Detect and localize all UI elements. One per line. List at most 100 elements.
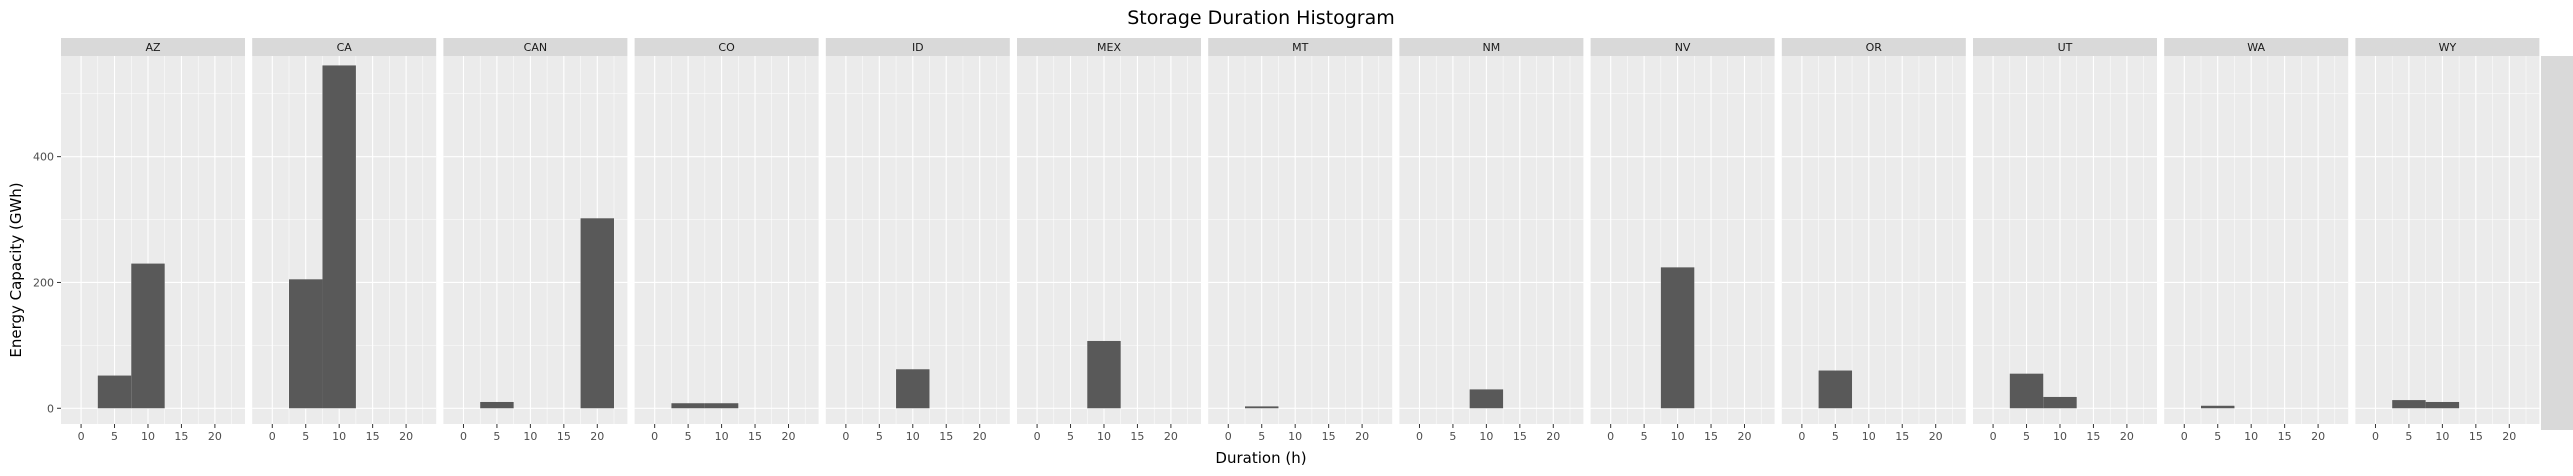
histogram-bar <box>1818 370 1853 409</box>
x-tick-label: 15 <box>1895 430 1909 443</box>
facet-strip-label: NV <box>1675 41 1691 54</box>
panel-background <box>2355 56 2540 424</box>
x-tick-label: 15 <box>748 430 762 443</box>
facet-strip-label: WY <box>2439 41 2457 54</box>
facet-strip <box>2355 38 2540 56</box>
y-tick-label: 200 <box>33 276 54 289</box>
x-tick-label: 20 <box>1929 430 1943 443</box>
x-tick-label: 10 <box>523 430 537 443</box>
x-tick-label: 10 <box>715 430 729 443</box>
histogram-bar <box>671 403 705 409</box>
facet-panel-wy: WY 0 5 10 15 20 <box>2355 38 2540 443</box>
facet-panel-can: CAN 0 5 10 15 20 <box>443 38 628 443</box>
x-tick-label: 5 <box>2405 430 2412 443</box>
x-tick-label: 0 <box>842 430 849 443</box>
x-tick-label: 10 <box>141 430 155 443</box>
x-tick-label: 20 <box>973 430 987 443</box>
x-tick-label: 15 <box>1513 430 1527 443</box>
facet-strip <box>1017 38 1201 56</box>
x-tick-label: 10 <box>1671 430 1685 443</box>
histogram-bar <box>131 263 165 409</box>
x-tick-label: 10 <box>906 430 920 443</box>
facet-panel-nv: NV 0 5 10 15 20 <box>1590 38 1775 443</box>
x-tick-label: 0 <box>1034 430 1041 443</box>
x-tick-label: 20 <box>208 430 222 443</box>
facet-strip-label: CO <box>718 41 735 54</box>
histogram-bar <box>2392 400 2426 409</box>
panel-background <box>1399 56 1584 424</box>
facet-panel-az: AZ 0 5 10 15 20 <box>61 38 245 443</box>
x-tick-label: 20 <box>1737 430 1751 443</box>
histogram-bar <box>1660 267 1695 409</box>
facet-strip <box>443 38 628 56</box>
histogram-bar <box>704 403 739 409</box>
histogram-bar <box>1245 406 1279 409</box>
x-tick-label: 15 <box>1130 430 1144 443</box>
facet-panel-ut: UT 0 5 10 15 20 <box>1973 38 2157 443</box>
x-tick-label: 0 <box>651 430 658 443</box>
x-tick-label: 0 <box>1798 430 1805 443</box>
y-tick-label: 400 <box>33 151 54 164</box>
facet-strip <box>1399 38 1584 56</box>
facet-strip <box>1590 38 1775 56</box>
facet-panel-mt: MT 0 5 10 15 20 <box>1208 38 1393 443</box>
x-tick-label: 5 <box>111 430 118 443</box>
x-tick-label: 20 <box>2120 430 2134 443</box>
facet-panels: AZ 0 5 10 15 20 CA 0 5 10 15 20 CAN 0 5 10 15 20 CO 0 5 10 15 2… <box>61 38 2540 443</box>
x-tick-label: 20 <box>1355 430 1369 443</box>
x-tick-label: 20 <box>1164 430 1178 443</box>
x-tick-label: 10 <box>1288 430 1302 443</box>
histogram-bar <box>896 369 930 409</box>
facet-strip <box>825 38 1010 56</box>
x-tick-label: 15 <box>174 430 188 443</box>
panel-background <box>634 56 819 424</box>
facet-strip-label: CA <box>337 41 353 54</box>
histogram-bar <box>1087 340 1121 409</box>
x-tick-label: 0 <box>460 430 467 443</box>
facet-strip-label: ID <box>912 41 924 54</box>
x-tick-label: 10 <box>1097 430 1111 443</box>
facet-strip <box>634 38 819 56</box>
x-tick-label: 20 <box>590 430 604 443</box>
panel-background <box>1973 56 2157 424</box>
histogram-bar <box>1469 389 1504 409</box>
y-tick-label: 0 <box>47 402 54 415</box>
x-tick-label: 5 <box>1258 430 1265 443</box>
x-tick-label: 15 <box>557 430 571 443</box>
facet-strip-label: NM <box>1483 41 1501 54</box>
x-tick-label: 15 <box>2469 430 2483 443</box>
histogram-bar <box>2201 405 2235 409</box>
x-tick-label: 20 <box>2502 430 2516 443</box>
x-tick-label: 5 <box>2023 430 2030 443</box>
facet-strip-label: MT <box>1292 41 1308 54</box>
facet-strip <box>1781 38 1966 56</box>
facet-strip-label: UT <box>2058 41 2073 54</box>
facet-strip-label: MEX <box>1097 41 1121 54</box>
x-tick-label: 0 <box>1990 430 1997 443</box>
x-tick-label: 10 <box>1862 430 1876 443</box>
x-tick-label: 15 <box>1322 430 1336 443</box>
facet-panel-wa: WA 0 5 10 15 20 <box>2164 38 2349 443</box>
x-tick-label: 5 <box>2214 430 2221 443</box>
x-tick-label: 20 <box>399 430 413 443</box>
panel-background <box>1781 56 1966 424</box>
facet-strip <box>252 38 437 56</box>
x-tick-label: 15 <box>1704 430 1718 443</box>
x-tick-label: 10 <box>332 430 346 443</box>
x-tick-label: 20 <box>781 430 795 443</box>
facet-panel-id: ID 0 5 10 15 20 <box>825 38 1010 443</box>
x-tick-label: 15 <box>2086 430 2100 443</box>
x-tick-label: 15 <box>939 430 953 443</box>
x-tick-label: 5 <box>1832 430 1839 443</box>
x-tick-label: 0 <box>2372 430 2379 443</box>
histogram-bar <box>322 65 356 409</box>
x-tick-label: 5 <box>685 430 692 443</box>
facet-strip <box>1973 38 2157 56</box>
facet-strip <box>2164 38 2349 56</box>
x-tick-label: 5 <box>302 430 309 443</box>
histogram-bar <box>2425 401 2460 409</box>
facet-panel-or: OR 0 5 10 15 20 <box>1781 38 1966 443</box>
x-tick-label: 5 <box>1449 430 1456 443</box>
x-tick-label: 20 <box>1546 430 1560 443</box>
x-tick-label: 5 <box>1641 430 1648 443</box>
